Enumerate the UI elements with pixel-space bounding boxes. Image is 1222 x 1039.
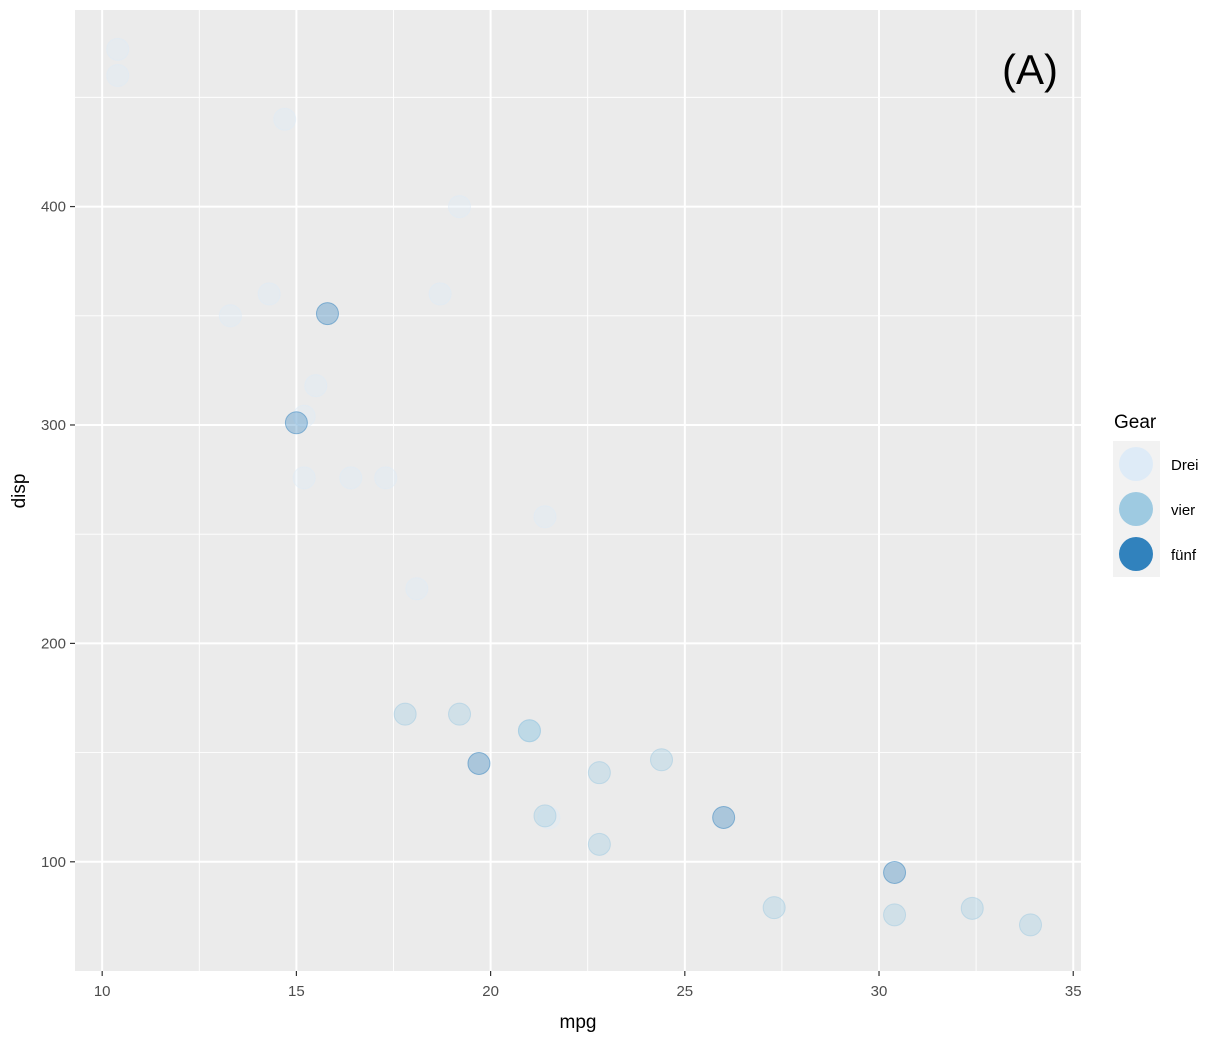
data-point	[257, 282, 281, 306]
legend-label: Drei	[1171, 457, 1199, 474]
data-point	[587, 832, 611, 856]
minor-gridlines	[75, 10, 1081, 971]
data-point	[284, 411, 308, 435]
data-point	[467, 752, 491, 776]
legend-label: fünf	[1171, 547, 1197, 564]
data-point	[292, 466, 316, 490]
data-point	[883, 860, 907, 884]
panel-tag: (A)	[1002, 46, 1058, 93]
x-tick-label: 10	[94, 983, 111, 1000]
legend: Gear Drei vier fünf	[1113, 412, 1199, 577]
legend-entries: Drei vier fünf	[1119, 447, 1199, 571]
legend-label: vier	[1171, 502, 1195, 519]
data-point	[883, 903, 907, 927]
major-gridlines	[75, 10, 1081, 971]
data-point	[960, 896, 984, 920]
data-point	[587, 761, 611, 785]
plot-panel	[75, 10, 1081, 971]
legend-key-swatch	[1119, 447, 1153, 481]
data-point	[218, 304, 242, 328]
data-point	[533, 505, 557, 529]
data-point	[537, 806, 561, 830]
legend-key-swatch	[1119, 537, 1153, 571]
data-point	[533, 804, 557, 828]
data-point	[374, 466, 398, 490]
data-point	[315, 302, 339, 326]
data-point	[273, 107, 297, 131]
y-tick-label: 100	[41, 854, 66, 871]
data-point	[428, 282, 452, 306]
y-axis: 100 200 300 400	[41, 199, 75, 871]
data-point	[304, 374, 328, 398]
y-axis-title: disp	[9, 474, 30, 509]
data-point	[448, 702, 472, 726]
data-point	[712, 805, 736, 829]
data-point	[339, 466, 363, 490]
data-point	[106, 64, 130, 88]
x-tick-label: 15	[288, 983, 305, 1000]
data-point	[762, 896, 786, 920]
x-axis: 10 15 20 25 30 35	[94, 971, 1082, 1000]
data-point	[517, 719, 541, 743]
data-point	[650, 748, 674, 772]
data-point	[448, 195, 472, 219]
x-tick-label: 25	[676, 983, 693, 1000]
x-tick-label: 30	[871, 983, 888, 1000]
data-point	[393, 702, 417, 726]
x-tick-label: 20	[482, 983, 499, 1000]
y-tick-label: 300	[41, 417, 66, 434]
x-tick-label: 35	[1065, 983, 1082, 1000]
x-axis-title: mpg	[560, 1012, 597, 1033]
y-tick-label: 200	[41, 635, 66, 652]
data-point	[106, 37, 130, 61]
legend-title: Gear	[1114, 412, 1157, 433]
legend-key-swatch	[1119, 492, 1153, 526]
data-point	[1019, 913, 1043, 937]
data-points	[106, 37, 1043, 937]
data-point	[292, 404, 316, 428]
data-point	[405, 577, 429, 601]
y-tick-label: 400	[41, 199, 66, 216]
